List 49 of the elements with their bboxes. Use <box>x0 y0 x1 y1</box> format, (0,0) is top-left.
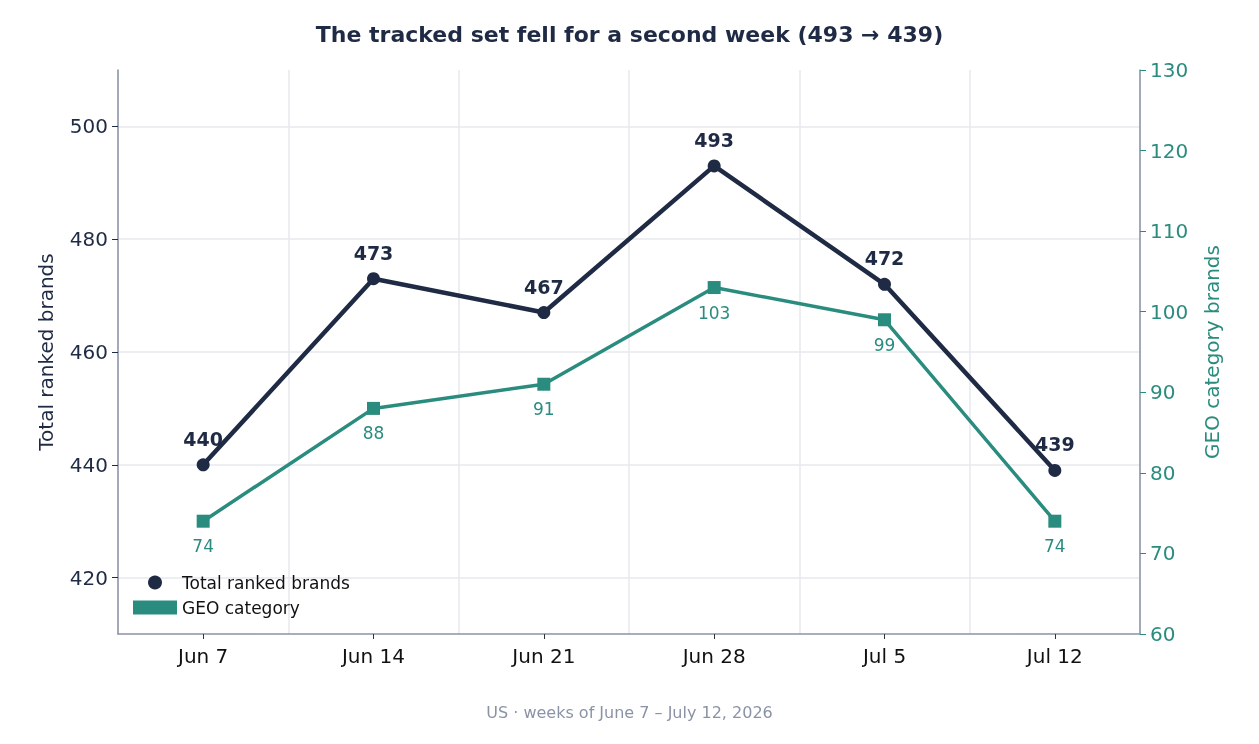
x-tick-label: Jun 14 <box>339 644 406 668</box>
y-tick-label: 500 <box>69 114 108 139</box>
x-tick-label: Jun 21 <box>510 644 576 668</box>
y-tick-label: 460 <box>69 340 108 364</box>
point <box>707 281 721 295</box>
point <box>878 313 891 327</box>
chart-title: The tracked set fell for a second week (493 → 439) <box>315 21 944 47</box>
x-tick-label: Jul 5 <box>860 644 907 668</box>
data-label: 74 <box>1044 536 1066 557</box>
data-label: 472 <box>864 247 905 270</box>
y2-tick-label: 120 <box>1150 138 1189 163</box>
y-tick-label: 480 <box>69 227 108 252</box>
data-label: 99 <box>873 334 896 355</box>
y-axis-title: Total ranked brands <box>34 253 58 452</box>
data-label: 103 <box>697 302 731 323</box>
point <box>367 272 380 286</box>
point <box>707 159 721 173</box>
y2-tick-label: 90 <box>1150 380 1176 405</box>
point <box>196 458 210 472</box>
y2-tick-label: 130 <box>1150 58 1189 82</box>
data-label: 440 <box>183 427 223 450</box>
point <box>367 401 380 415</box>
point <box>878 277 891 291</box>
text: US · weeks of June 7 – July 12, 2026 <box>486 702 773 722</box>
point <box>196 514 210 528</box>
y-tick-label: 420 <box>69 565 108 590</box>
data-label: 91 <box>533 399 555 420</box>
x-tick-label: Jun 28 <box>680 644 746 668</box>
data-label: 439 <box>1035 433 1075 456</box>
point <box>1048 463 1062 477</box>
y2-tick-label: 110 <box>1150 219 1189 244</box>
data-label: 88 <box>362 423 385 444</box>
y2-tick-label: 60 <box>1150 622 1176 646</box>
data-label: 74 <box>192 536 214 557</box>
point <box>537 306 551 320</box>
legend-label: GEO category <box>182 597 300 618</box>
data-label: 473 <box>353 241 394 264</box>
legend-label: Total ranked brands <box>181 572 350 593</box>
data-label: 493 <box>694 128 734 151</box>
y2-tick-label: 70 <box>1150 541 1176 566</box>
x-tick-label: Jun 7 <box>175 644 229 668</box>
point <box>1048 514 1062 528</box>
y2-tick-label: 100 <box>1150 299 1189 324</box>
y-tick-label: 440 <box>69 452 108 477</box>
x-tick-label: Jul 12 <box>1024 644 1083 668</box>
y2-tick-label: 80 <box>1150 460 1176 485</box>
y2-axis-title: GEO category brands <box>1200 245 1224 459</box>
point <box>537 377 551 391</box>
data-label: 467 <box>524 275 564 298</box>
